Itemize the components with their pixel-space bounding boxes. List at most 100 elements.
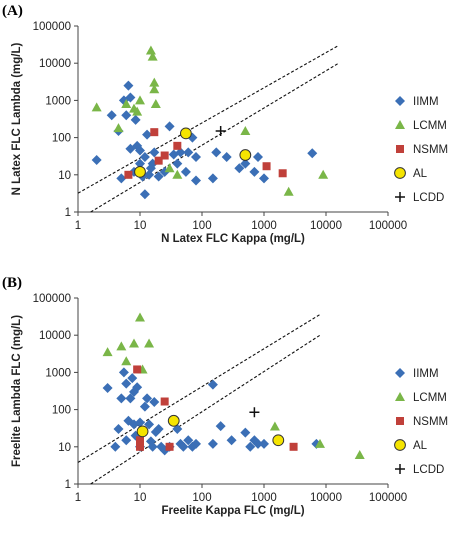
- point-lcmm: [283, 186, 294, 196]
- point-lcmm: [135, 95, 145, 105]
- point-iimm: [252, 438, 263, 449]
- point-iimm: [130, 114, 141, 125]
- point-iimm: [153, 171, 164, 182]
- point-iimm: [164, 121, 175, 132]
- legend-label-lcdd: LCDD: [413, 464, 444, 476]
- point-iimm: [175, 147, 186, 158]
- point-iimm: [125, 393, 136, 404]
- point-lcmm: [121, 356, 132, 366]
- point-iimm: [106, 110, 117, 121]
- y-axis-label-b: Freelite Lambda FLC (mg/L): [11, 315, 23, 467]
- point-iimm: [110, 441, 121, 452]
- point-lcmm: [318, 169, 329, 179]
- panel-label-b: (B): [2, 275, 22, 291]
- y-tick-label: 10000: [39, 330, 71, 342]
- point-iimm: [259, 173, 269, 184]
- point-iimm: [116, 393, 127, 404]
- x-axis-label-b: Freelite Kappa FLC (mg/L): [161, 505, 304, 517]
- point-lcmm: [172, 169, 183, 179]
- x-tick-label: 100: [192, 220, 211, 232]
- point-iimm: [183, 147, 194, 158]
- point-iimm: [144, 419, 155, 430]
- point-nsmm: [154, 156, 163, 165]
- point-iimm: [142, 129, 153, 140]
- point-iimm: [178, 441, 189, 452]
- point-nsmm: [136, 442, 144, 451]
- x-tick-label: 100000: [369, 492, 407, 504]
- point-iimm: [215, 421, 226, 432]
- point-iimm: [187, 441, 198, 452]
- legend-marker-nsmm: [396, 145, 404, 153]
- point-nsmm: [136, 436, 144, 445]
- scatter-chart-a: (A) 1 10 100 1000 10000 100000 1 10 100 1000 10000…: [2, 3, 448, 245]
- point-lcmm: [102, 347, 113, 357]
- point-lcmm: [314, 438, 325, 448]
- point-iimm: [234, 163, 245, 174]
- point-nsmm: [262, 162, 271, 171]
- y-tick-label: 100: [52, 133, 71, 145]
- reference-line: [77, 44, 339, 194]
- x-tick-label: 1000: [251, 492, 277, 504]
- point-iimm: [118, 367, 129, 378]
- point-al: [180, 127, 192, 140]
- point-al: [272, 434, 285, 447]
- y-tick-label: 100000: [33, 21, 71, 33]
- legend-label-al: AL: [413, 168, 428, 180]
- legend-label-nsmm: NSMM: [413, 416, 448, 428]
- legend-label-lcmm: LCMM: [413, 120, 447, 132]
- point-lcmm: [116, 341, 127, 351]
- point-iimm: [132, 382, 143, 393]
- legend-marker-iimm: [395, 368, 405, 378]
- legend-marker-al: [394, 167, 406, 179]
- point-lcmm: [240, 126, 251, 136]
- point-iimm: [221, 152, 232, 163]
- reference-line: [90, 62, 339, 213]
- panel-a: (A) 1 10 100 1000 10000 100000 1 10 100 1000 10000…: [2, 3, 448, 245]
- y-tick-label: 10: [58, 170, 71, 182]
- x-tick-label: 10: [134, 492, 147, 504]
- y-tick-label: 1000: [45, 367, 71, 379]
- point-lcmm: [144, 338, 155, 348]
- y-tick-label: 1: [65, 207, 71, 219]
- point-iimm: [142, 393, 153, 404]
- point-lcmm: [145, 45, 156, 55]
- point-iimm: [240, 158, 251, 169]
- point-iimm: [245, 441, 256, 452]
- point-iimm: [149, 397, 160, 408]
- point-lcmm: [113, 123, 124, 133]
- point-iimm: [307, 148, 318, 159]
- point-lcmm: [149, 84, 160, 94]
- point-lcdd: [249, 407, 260, 418]
- y-axis-label-a: N Latex FLC Lambda (mg/L): [11, 42, 23, 195]
- reference-line: [90, 334, 321, 485]
- point-lcmm: [269, 421, 280, 431]
- point-al: [136, 425, 149, 438]
- x-tick-label: 100000: [369, 220, 407, 232]
- point-nsmm: [160, 397, 169, 406]
- reference-line: [77, 314, 321, 463]
- point-iimm: [190, 175, 201, 186]
- legend-label-lcmm: LCMM: [413, 392, 447, 404]
- x-tick-label: 1000: [251, 220, 277, 232]
- y-tick-label: 100: [52, 405, 71, 417]
- point-iimm: [207, 438, 218, 449]
- legend-b: IIMM LCMM NSMM AL LCDD: [394, 368, 448, 476]
- point-iimm: [149, 147, 160, 158]
- point-nsmm: [165, 442, 174, 451]
- x-tick-label: 1: [75, 220, 81, 232]
- y-tick-label: 10: [58, 442, 71, 454]
- point-lcmm: [354, 450, 365, 460]
- point-iimm: [121, 435, 132, 446]
- point-iimm: [135, 145, 145, 156]
- point-lcmm: [121, 99, 132, 109]
- point-nsmm: [289, 442, 298, 451]
- point-iimm: [180, 166, 191, 177]
- point-iimm: [91, 154, 102, 165]
- x-tick-label: 100: [192, 492, 211, 504]
- point-iimm: [153, 424, 164, 435]
- panel-label-a: (A): [2, 3, 23, 19]
- point-iimm: [226, 435, 237, 446]
- point-lcmm: [135, 312, 145, 322]
- legend-label-nsmm: NSMM: [413, 144, 448, 156]
- point-nsmm: [160, 151, 169, 160]
